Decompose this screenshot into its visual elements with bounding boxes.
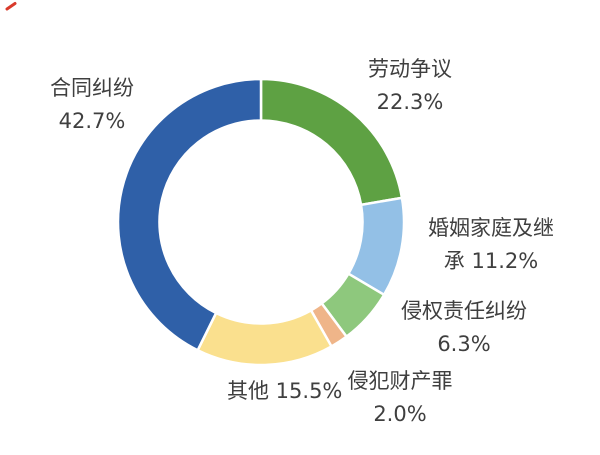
label-property-crime: 侵犯财产罪 2.0%: [342, 365, 458, 431]
label-other: 其他 15.5%: [227, 375, 343, 408]
label-tort-liability: 侵权责任纠纷 6.3%: [398, 295, 530, 361]
donut-segment-5: [196, 309, 333, 367]
label-property-value: 2.0%: [373, 402, 427, 426]
label-contract-value: 42.7%: [58, 109, 126, 133]
label-contract-dispute: 合同纠纷 42.7%: [36, 72, 148, 138]
label-contract-name: 合同纠纷: [50, 76, 134, 100]
label-marriage-value: 承 11.2%: [443, 249, 539, 273]
label-other-name-value: 其他 15.5%: [227, 379, 343, 403]
label-tort-value: 6.3%: [437, 332, 491, 356]
label-property-name: 侵犯财产罪: [347, 369, 453, 393]
label-tort-name: 侵权责任纠纷: [401, 299, 527, 323]
label-labor-dispute: 劳动争议 22.3%: [354, 53, 466, 119]
red-corner-artifact: [5, 2, 17, 11]
label-marriage-family-inheritance: 婚姻家庭及继 承 11.2%: [424, 212, 558, 278]
label-marriage-name: 婚姻家庭及继: [428, 216, 554, 240]
label-labor-dispute-value: 22.3%: [376, 90, 444, 114]
label-labor-dispute-name: 劳动争议: [368, 57, 452, 81]
donut-segment-6: [116, 77, 263, 352]
donut-segments: [116, 77, 406, 367]
